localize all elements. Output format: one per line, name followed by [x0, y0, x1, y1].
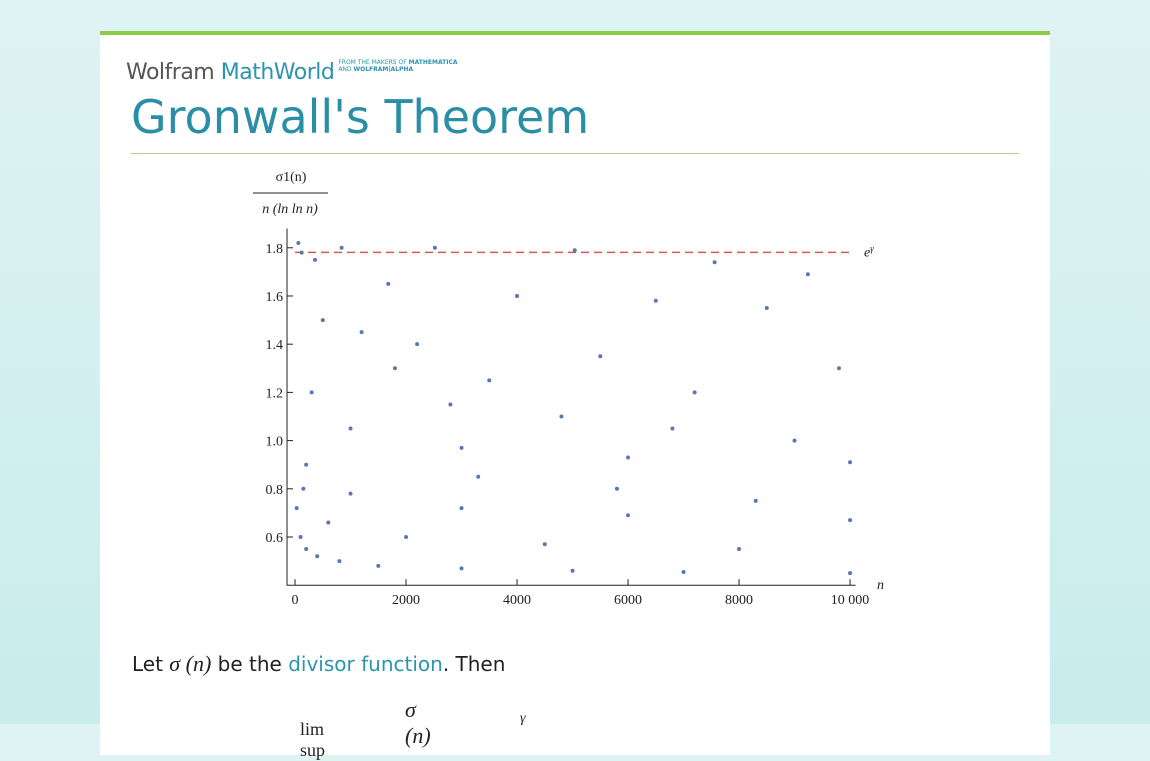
point	[459, 566, 464, 571]
point	[301, 486, 306, 491]
point	[299, 250, 304, 255]
point	[376, 563, 381, 568]
point	[392, 366, 397, 371]
point	[681, 569, 686, 574]
product: MathWorld	[220, 60, 335, 85]
content-card: Wolfram MathWorld FROM THE MAKERS OF MATH…	[100, 31, 1050, 760]
y-tick-label: 1.8	[266, 242, 284, 257]
tag-text: AND	[338, 66, 352, 73]
limsup: lim sup	[300, 719, 326, 760]
exponent: γ	[520, 711, 526, 726]
x-tick-label: 6000	[614, 593, 642, 608]
point	[404, 534, 409, 539]
brand: Wolfram	[126, 60, 215, 85]
point	[339, 245, 344, 250]
text: Let	[132, 652, 163, 676]
point	[626, 455, 631, 460]
point	[348, 426, 353, 431]
x-tick-label: 8000	[725, 593, 753, 608]
tag-text: FROM THE MAKERS OF	[338, 59, 407, 66]
reference-label-base: e	[864, 245, 870, 260]
point	[570, 568, 575, 573]
x-tick-label: 10 000	[831, 593, 870, 608]
point	[432, 245, 437, 250]
point	[753, 498, 758, 503]
y-tick-label: 1.6	[266, 290, 284, 305]
point	[459, 506, 464, 511]
point	[476, 474, 481, 479]
point	[459, 445, 464, 450]
tag-product: MATHEMATICA	[408, 59, 458, 66]
link[interactable]: divisor function	[288, 652, 443, 676]
reference-label-sup: γ	[870, 243, 874, 253]
x-tick-label: 4000	[503, 593, 531, 608]
point	[848, 460, 853, 465]
point	[359, 330, 364, 335]
tag-line: FROM THE MAKERS OF MATHEMATICA AND WOLFRA…	[338, 59, 457, 73]
point	[598, 354, 603, 359]
point	[836, 366, 841, 371]
point	[326, 520, 331, 525]
x-label: n	[877, 578, 884, 593]
point	[559, 414, 564, 419]
x-tick-label: 0	[292, 593, 299, 608]
point	[737, 547, 742, 552]
point	[386, 281, 391, 286]
logo[interactable]: Wolfram MathWorld FROM THE MAKERS OF MATH…	[126, 59, 458, 85]
point	[320, 318, 325, 323]
y-tick-label: 1.2	[266, 386, 284, 401]
y-tick-label: 0.8	[266, 483, 284, 498]
point	[670, 426, 675, 431]
point	[296, 240, 301, 245]
text: . Then	[442, 652, 506, 676]
tag-product: WOLFRAM|ALPHA	[353, 66, 414, 73]
point	[792, 438, 797, 443]
y-tick-label: 1.0	[266, 435, 284, 450]
chart: σ1(n) n (ln ln n) n 0 2000 4000 6000 8000 10 …	[253, 170, 884, 608]
point	[294, 506, 299, 511]
reference-label: eγ	[864, 243, 874, 260]
y-label-numerator: σ1(n)	[276, 170, 307, 185]
y-tick-label: 1.4	[266, 338, 284, 353]
point	[515, 293, 520, 298]
math: σ (n)	[169, 651, 212, 676]
point	[542, 542, 547, 547]
point	[315, 554, 320, 559]
point	[348, 491, 353, 496]
point	[572, 248, 577, 253]
point	[448, 402, 453, 407]
y-tick-label: 0.6	[266, 531, 284, 546]
x-tick-label: 2000	[392, 593, 420, 608]
point	[805, 272, 810, 277]
point	[848, 518, 853, 523]
point	[313, 257, 318, 262]
point	[692, 390, 697, 395]
y-label-denominator: n (ln ln n)	[262, 202, 318, 217]
point	[304, 462, 309, 467]
point	[653, 298, 658, 303]
point	[712, 260, 717, 265]
point	[764, 306, 769, 311]
point	[487, 378, 492, 383]
point	[309, 390, 314, 395]
text: be the	[217, 652, 282, 676]
point	[614, 486, 619, 491]
page-title: Gronwall's Theorem	[131, 90, 590, 144]
point	[848, 571, 853, 576]
point	[415, 342, 420, 347]
point	[298, 534, 303, 539]
title-rule	[131, 153, 1019, 154]
point	[337, 559, 342, 564]
paragraph: Let σ (n) be the divisor function. Then	[132, 651, 505, 677]
point	[626, 513, 631, 518]
point	[304, 547, 309, 552]
